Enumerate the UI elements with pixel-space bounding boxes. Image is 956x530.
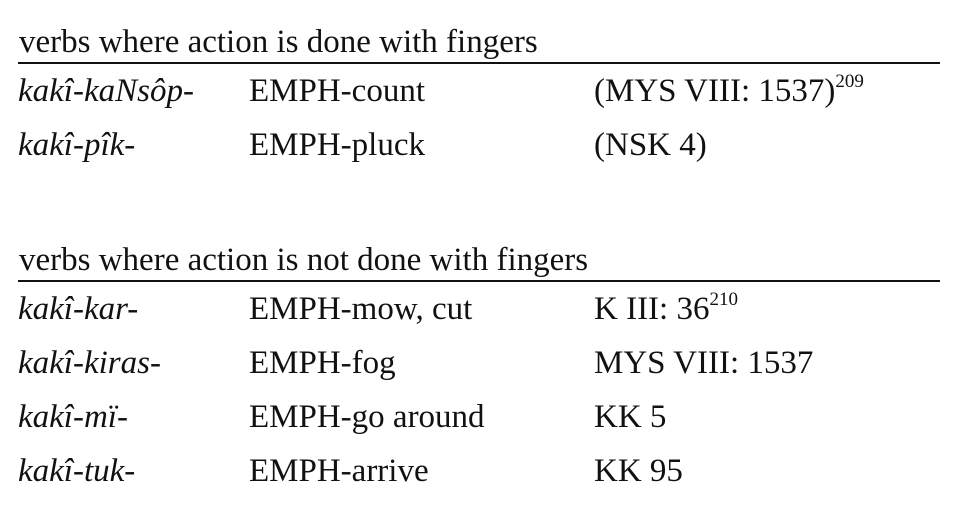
verb-form: kakî-tuk- (18, 453, 136, 489)
verb-gloss: EMPH-count (249, 73, 425, 109)
section-fingers: verbs where action is done with fingers … (18, 22, 940, 172)
verb-gloss: EMPH-go around (249, 399, 485, 435)
section-not-fingers: verbs where action is not done with fing… (18, 240, 940, 498)
verb-form: kakî-pîk- (18, 127, 136, 163)
source-citation: MYS VIII: 1537 (594, 336, 813, 390)
source-text: MYS VIII: 1537 (594, 345, 814, 381)
table-row: kakî-kar- EMPH-mow, cut K III: 36210 (18, 282, 940, 336)
source-citation: KK 5 (594, 390, 666, 444)
source-citation: K III: 36210 (594, 282, 738, 336)
table-row: kakî-pîk- EMPH-pluck (NSK 4) (18, 118, 940, 172)
source-text: KK 5 (594, 399, 667, 435)
source-text: KK 95 (594, 453, 683, 489)
verb-form: kakî-kaNsôp- (18, 73, 194, 109)
verb-gloss: EMPH-pluck (249, 127, 425, 163)
table-row: kakî-kaNsôp- EMPH-count (MYS VIII: 1537)… (18, 64, 940, 118)
source-citation: KK 95 (594, 444, 683, 498)
verb-gloss: EMPH-arrive (249, 453, 429, 489)
footnote-marker: 210 (709, 289, 738, 310)
footnote-marker: 209 (835, 71, 864, 92)
source-citation: (MYS VIII: 1537)209 (594, 64, 864, 118)
verb-form: kakî-kar- (18, 291, 139, 327)
section-heading: verbs where action is not done with fing… (18, 240, 940, 282)
verb-gloss: EMPH-fog (249, 345, 396, 381)
source-citation: (NSK 4) (594, 118, 707, 172)
source-text: K III: 36 (594, 291, 710, 327)
verb-gloss: EMPH-mow, cut (249, 291, 473, 327)
verb-form: kakî-mï- (18, 399, 128, 435)
verb-form: kakî-kiras- (18, 345, 161, 381)
table-row: kakî-kiras- EMPH-fog MYS VIII: 1537 (18, 336, 940, 390)
table-row: kakî-tuk- EMPH-arrive KK 95 (18, 444, 940, 498)
section-heading: verbs where action is done with fingers (18, 22, 940, 64)
table-row: kakî-mï- EMPH-go around KK 5 (18, 390, 940, 444)
source-text: (MYS VIII: 1537) (594, 73, 836, 109)
source-text: (NSK 4) (594, 127, 707, 163)
